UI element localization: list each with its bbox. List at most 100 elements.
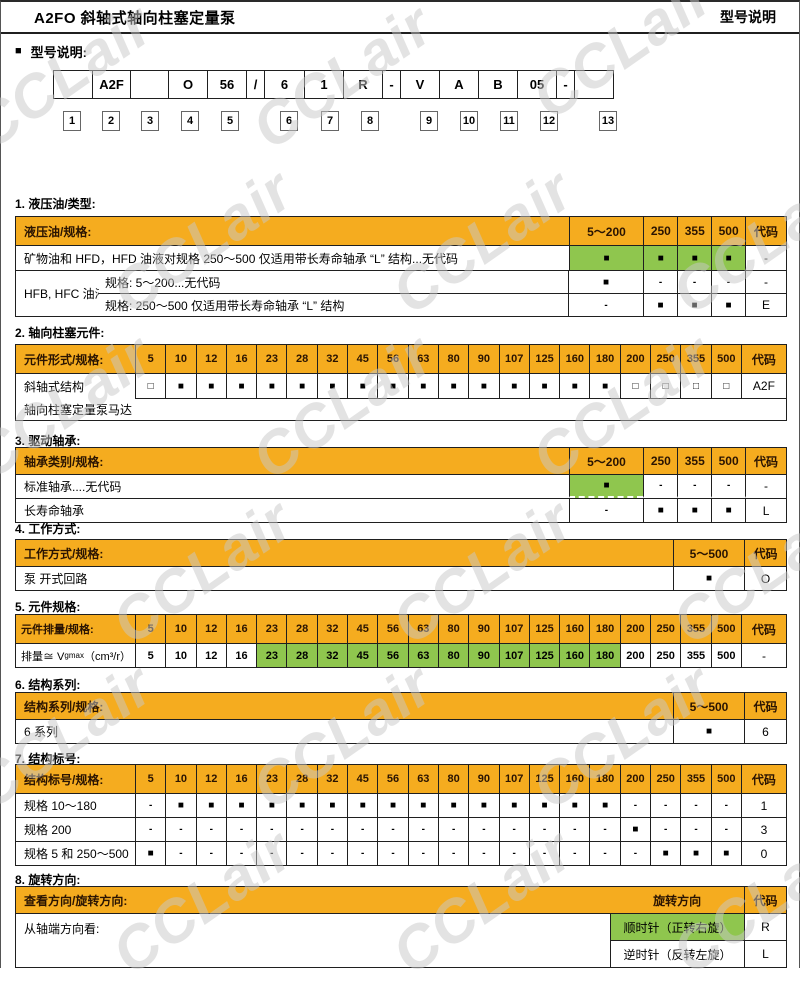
value-cell: ■ — [256, 374, 287, 399]
code-cell: 6 — [744, 720, 786, 743]
position-number-box: 6 — [280, 111, 298, 131]
value-cell: - — [225, 818, 256, 841]
value-cell: ■ — [568, 475, 644, 498]
value-cell: ■ — [316, 794, 347, 817]
row-label: 规格 10～180 — [24, 799, 97, 813]
value-cell: - — [568, 499, 644, 522]
value-cell: ■ — [589, 374, 620, 399]
value-cell: ■ — [468, 794, 498, 817]
operation-mode-table: 工作方式/规格: 5～500 代码 泵 开式回路 ■ O — [15, 539, 787, 591]
section-2-title: 2. 轴向柱塞元件: — [15, 326, 105, 340]
value-cell: ■ — [559, 374, 590, 399]
value-cell: - — [225, 842, 256, 865]
header-rotation-label: 旋转方向 — [653, 893, 702, 908]
value-cell: 23 — [256, 644, 287, 667]
value-cell: ■ — [498, 374, 529, 399]
position-number-box: 8 — [361, 111, 379, 131]
header-size-col: 90 — [468, 345, 498, 373]
position-number-row: 1 2 3 4 5 6 7 8 9 10 11 12 13 — [1, 111, 799, 131]
value-cell: - — [619, 794, 650, 817]
value-cell: ■ — [377, 794, 407, 817]
value-cell: - — [286, 842, 316, 865]
code-cell: A2F — [740, 374, 786, 399]
header-size-col: 250 — [643, 217, 677, 245]
header-size-col: 180 — [589, 345, 619, 373]
value-cell: ■ — [528, 794, 559, 817]
header-size-col: 125 — [528, 765, 559, 793]
table-row: 规格: 250～500 仅适用带长寿命轴承 “L” 结构 - ■ ■ ■ E — [99, 293, 786, 316]
header-size-col: 80 — [437, 345, 468, 373]
value-cell: 80 — [437, 644, 469, 667]
model-code-cell: R — [343, 70, 383, 99]
header-size-col: 355 — [680, 345, 710, 373]
position-number-box: 3 — [141, 111, 159, 131]
value-cell: - — [165, 818, 195, 841]
position-number-box: 11 — [500, 111, 518, 131]
value-cell: ■ — [347, 374, 378, 399]
header-size-col: 32 — [316, 615, 347, 643]
position-number-box: 10 — [460, 111, 478, 131]
table-row: 标准轴承....无代码 ■ - - - - — [16, 474, 786, 498]
header-size-col: 5～200 — [568, 448, 644, 474]
code-cell: - — [745, 246, 786, 270]
value-cell: ■ — [135, 842, 165, 865]
model-code-cell: 56 — [207, 70, 247, 99]
table-header-row: 结构标号/规格: 5 10 12 16 23 28 32 45 56 63 80 90 107 125 16… — [16, 765, 786, 793]
header-size-col: 56 — [377, 345, 407, 373]
value-cell: ■ — [650, 842, 680, 865]
header-size-col: 355 — [677, 448, 711, 474]
code-cell: L — [745, 499, 786, 522]
value-cell: - — [407, 818, 438, 841]
header-size-col: 63 — [407, 345, 438, 373]
table-footer-row: 轴向柱塞定量泵马达 — [16, 399, 786, 420]
header-size-col: 355 — [680, 615, 710, 643]
header-code-col: 代码 — [744, 887, 786, 913]
header-size-col: 107 — [498, 345, 529, 373]
table-header-row: 工作方式/规格: 5～500 代码 — [16, 540, 786, 566]
value-cell: - — [528, 818, 559, 841]
value-cell: - — [286, 818, 316, 841]
design-series-table: 结构系列/规格: 5～500 代码 6 系列 ■ 6 — [15, 692, 787, 744]
value-cell: ■ — [677, 294, 711, 316]
header-size-col: 125 — [528, 615, 559, 643]
row-label: 规格: 250～500 仅适用带长寿命轴承 “L” 结构 — [105, 298, 345, 313]
value-cell: - — [559, 842, 589, 865]
code-cell: E — [745, 294, 786, 316]
header-code-col: 代码 — [744, 693, 786, 719]
model-code-cell — [574, 70, 614, 99]
value-cell: ■ — [559, 794, 589, 817]
row-label: 长寿命轴承 — [24, 504, 85, 518]
value-cell: 180 — [589, 644, 620, 667]
header-size-col: 250 — [643, 448, 677, 474]
value-cell: 10 — [165, 644, 195, 667]
header-size-col: 23 — [256, 765, 286, 793]
section-3-title: 3. 驱动轴承: — [15, 434, 81, 448]
header-code-col: 代码 — [744, 540, 786, 566]
header-size-col: 5 — [135, 615, 165, 643]
table-row: 矿物油和 HFD，HFD 油液对规格 250～500 仅适用带长寿命轴承 “L”… — [16, 245, 786, 270]
value-cell: ■ — [680, 842, 710, 865]
table-row-group: 从轴端方向看: 顺时针（正转右旋） R 逆时针（反转左旋） L — [16, 913, 786, 967]
drive-bearing-table: 轴承类别/规格: 5～200 250 355 500 代码 标准轴承....无代码 ■… — [15, 447, 787, 523]
value-cell: - — [468, 842, 498, 865]
value-cell: - — [643, 475, 678, 498]
header-label: 轴承类别/规格: — [24, 454, 104, 469]
header-label: 元件形式/规格: — [24, 352, 104, 367]
header-size-col: 355 — [680, 765, 710, 793]
hydraulic-fluid-table: 液压油/规格: 5～200 250 355 500 代码 矿物油和 HFD，HFD 油… — [15, 216, 787, 317]
row-label: 规格: 5～200...无代码 — [105, 275, 221, 290]
code-cell: - — [745, 475, 786, 498]
section-5-title: 5. 元件规格: — [15, 600, 81, 614]
value-cell: - — [568, 294, 643, 316]
header-size-col: 107 — [498, 765, 529, 793]
piston-unit-table: 元件形式/规格: 5 10 12 16 23 28 32 45 56 63 80 90 107 125 16… — [15, 344, 787, 421]
value-cell: 45 — [347, 644, 378, 667]
value-cell: - — [711, 271, 745, 293]
rotation-cell: 顺时针（正转右旋） — [610, 914, 744, 940]
value-cell: - — [407, 842, 438, 865]
value-cell: ■ — [498, 794, 529, 817]
header-size-col: 160 — [559, 345, 589, 373]
header-size-col: 5～500 — [673, 693, 744, 719]
header-size-col: 80 — [437, 765, 468, 793]
